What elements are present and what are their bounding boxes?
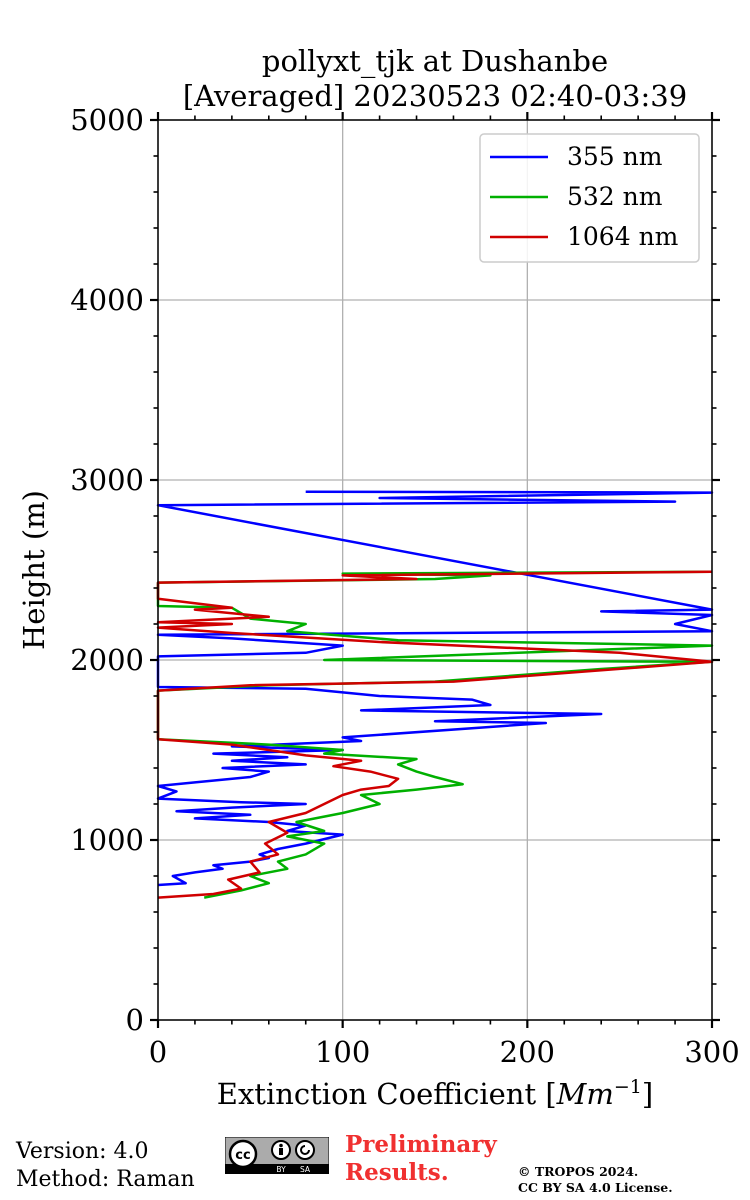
x-tick-label: 100 xyxy=(315,1035,370,1069)
cc-license-icon: cc BY SA xyxy=(225,1137,329,1174)
x-axis-label: Extinction Coefficient [Mm−1] xyxy=(217,1076,653,1111)
legend-label-1: 532 nm xyxy=(567,182,663,211)
x-tick-label: 200 xyxy=(500,1035,555,1069)
y-tick-label: 5000 xyxy=(70,103,144,137)
series-line-0 xyxy=(156,490,714,887)
y-tick-labels: 0 1000 2000 3000 4000 5000 xyxy=(70,103,144,1037)
preliminary-line1: Preliminary xyxy=(345,1131,497,1158)
svg-text:SA: SA xyxy=(300,1165,311,1174)
svg-text:BY: BY xyxy=(276,1165,286,1174)
method-text: Method: Raman xyxy=(16,1167,195,1192)
y-tick-label: 1000 xyxy=(70,823,144,857)
version-text: Version: 4.0 xyxy=(16,1139,149,1164)
preliminary-notice: Preliminary Results. xyxy=(345,1131,497,1187)
preliminary-line2: Results. xyxy=(345,1159,449,1186)
legend-label-2: 1064 nm xyxy=(567,222,679,251)
y-tick-label: 4000 xyxy=(70,283,144,317)
copyright-line2: CC BY SA 4.0 License. xyxy=(518,1180,673,1195)
data-series xyxy=(156,490,714,899)
svg-text:cc: cc xyxy=(235,1148,250,1163)
y-tick-label: 0 xyxy=(126,1003,144,1037)
x-tick-label: 0 xyxy=(149,1035,167,1069)
footer-info: Version: 4.0 Method: Raman xyxy=(16,1138,195,1194)
y-tick-label: 3000 xyxy=(70,463,144,497)
chart-title-line2: [Averaged] 20230523 02:40-03:39 xyxy=(183,79,687,113)
x-tick-labels: 0 100 200 300 xyxy=(149,1035,740,1069)
legend-box xyxy=(479,133,700,263)
x-tick-label: 300 xyxy=(684,1035,739,1069)
series-line-2 xyxy=(156,570,714,899)
axis-ticks xyxy=(150,112,720,1028)
y-tick-label: 2000 xyxy=(70,643,144,677)
copyright-line1: © TROPOS 2024. xyxy=(518,1164,639,1179)
legend: 355 nm 532 nm 1064 nm xyxy=(479,133,700,263)
legend-label-0: 355 nm xyxy=(567,142,663,171)
plot-frame xyxy=(157,119,713,1021)
copyright-notice: © TROPOS 2024. CC BY SA 4.0 License. xyxy=(518,1164,673,1196)
y-axis-label: Height (m) xyxy=(17,490,51,650)
chart-title-line1: pollyxt_tjk at Dushanbe xyxy=(262,44,608,79)
series-line-1 xyxy=(156,570,714,899)
